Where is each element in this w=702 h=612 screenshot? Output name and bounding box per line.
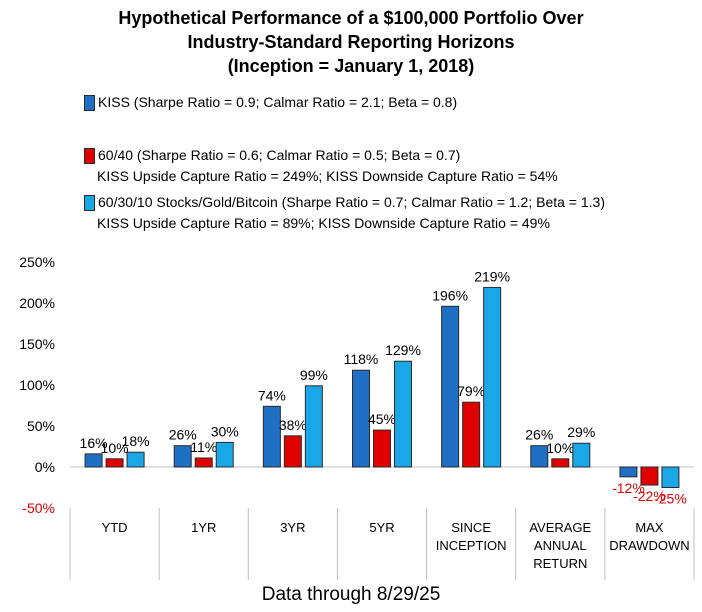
- chart-title-line-1: Hypothetical Performance of a $100,000 P…: [118, 8, 584, 28]
- data-label: 129%: [385, 342, 421, 358]
- legend-label-kiss: KISS (Sharpe Ratio = 0.9; Calmar Ratio =…: [98, 94, 458, 110]
- data-label: 219%: [474, 268, 510, 284]
- bar-kiss: [84, 453, 103, 468]
- data-label: 74%: [258, 387, 286, 403]
- bar-60-40: [194, 457, 213, 468]
- chart-title-line-3: (Inception = January 1, 2018): [227, 56, 475, 76]
- y-tick-label: 250%: [19, 254, 55, 270]
- category-label: 3YR: [280, 520, 305, 535]
- category-label: YTD: [102, 520, 128, 535]
- data-label: 118%: [344, 351, 379, 367]
- data-label: 38%: [279, 417, 307, 433]
- y-tick-label: 0%: [35, 459, 55, 475]
- bar-kiss: [441, 305, 460, 468]
- bar-kiss: [530, 445, 549, 468]
- data-label: 26%: [525, 427, 553, 443]
- chart-title-line-2: Industry-Standard Reporting Horizons: [187, 32, 515, 52]
- legend-label-60-30-10: 60/30/10 Stocks/Gold/Bitcoin (Sharpe Rat…: [98, 194, 606, 210]
- bar-60-40: [373, 429, 391, 468]
- legend-swatch-kiss: [84, 95, 95, 111]
- data-label: 196%: [432, 287, 468, 303]
- bar-kiss: [173, 445, 192, 468]
- data-label: 99%: [300, 367, 328, 383]
- category-label: AVERAGE: [529, 520, 591, 535]
- bar-kiss: [619, 466, 638, 478]
- bar-chart: 250% 200% 150% 100% 50% 0% -50% 16% 26% 74% 118% 19…: [19, 254, 695, 580]
- bar-60-30-10-stocks-gold-bitcoin: [304, 385, 323, 468]
- y-tick-label: -50%: [22, 500, 55, 516]
- bar-60-30-10-stocks-gold-bitcoin: [483, 286, 502, 468]
- data-label: -25%: [654, 491, 687, 507]
- y-tick-label: 200%: [19, 295, 55, 311]
- data-label: 26%: [169, 427, 197, 443]
- bar-60-40: [283, 435, 302, 468]
- bar-60-40: [640, 466, 659, 486]
- y-tick-label: 100%: [19, 377, 55, 393]
- data-label: -22%: [633, 488, 666, 504]
- data-label: 79%: [457, 383, 485, 399]
- data-label: 45%: [368, 411, 396, 427]
- bar-60-30-10-stocks-gold-bitcoin: [394, 360, 412, 468]
- data-label: 29%: [567, 424, 595, 440]
- y-tick-label: 150%: [19, 336, 55, 352]
- data-label: -12%: [612, 480, 645, 496]
- data-label: 16%: [80, 435, 108, 451]
- category-label: 5YR: [369, 520, 394, 535]
- data-label: 30%: [211, 423, 239, 439]
- category-label: INCEPTION: [436, 538, 507, 553]
- legend-note-60-30-10: KISS Upside Capture Ratio = 89%; KISS Do…: [97, 215, 550, 231]
- data-label: 18%: [122, 433, 150, 449]
- footer-note: Data through 8/29/25: [261, 584, 441, 605]
- bar-60-30-10-stocks-gold-bitcoin: [661, 466, 680, 488]
- category-label: ANNUAL: [534, 538, 587, 553]
- data-label: 10%: [546, 440, 574, 456]
- category-label: 1YR: [191, 520, 216, 535]
- legend-label-60-40: 60/40 (Sharpe Ratio = 0.6; Calmar Ratio …: [98, 147, 461, 163]
- data-label: 10%: [101, 440, 129, 456]
- category-label: RETURN: [533, 556, 587, 571]
- legend-swatch-60-40: [84, 148, 95, 164]
- bar-kiss: [262, 405, 281, 468]
- bar-60-40: [105, 458, 124, 468]
- bar-60-40: [551, 458, 570, 468]
- bar-60-30-10-stocks-gold-bitcoin: [215, 441, 234, 468]
- y-tick-label: 50%: [27, 418, 55, 434]
- category-label: MAX: [635, 520, 664, 535]
- data-label: 11%: [190, 439, 217, 455]
- legend-note-60-40: KISS Upside Capture Ratio = 249%; KISS D…: [97, 168, 558, 184]
- category-label: DRAWDOWN: [609, 538, 689, 553]
- category-label: SINCE: [451, 520, 491, 535]
- bar-60-30-10-stocks-gold-bitcoin: [126, 451, 145, 468]
- bar-kiss: [352, 369, 370, 468]
- bar-60-30-10-stocks-gold-bitcoin: [572, 442, 591, 468]
- bar-60-40: [462, 401, 481, 468]
- legend-swatch-60-30-10: [84, 195, 95, 211]
